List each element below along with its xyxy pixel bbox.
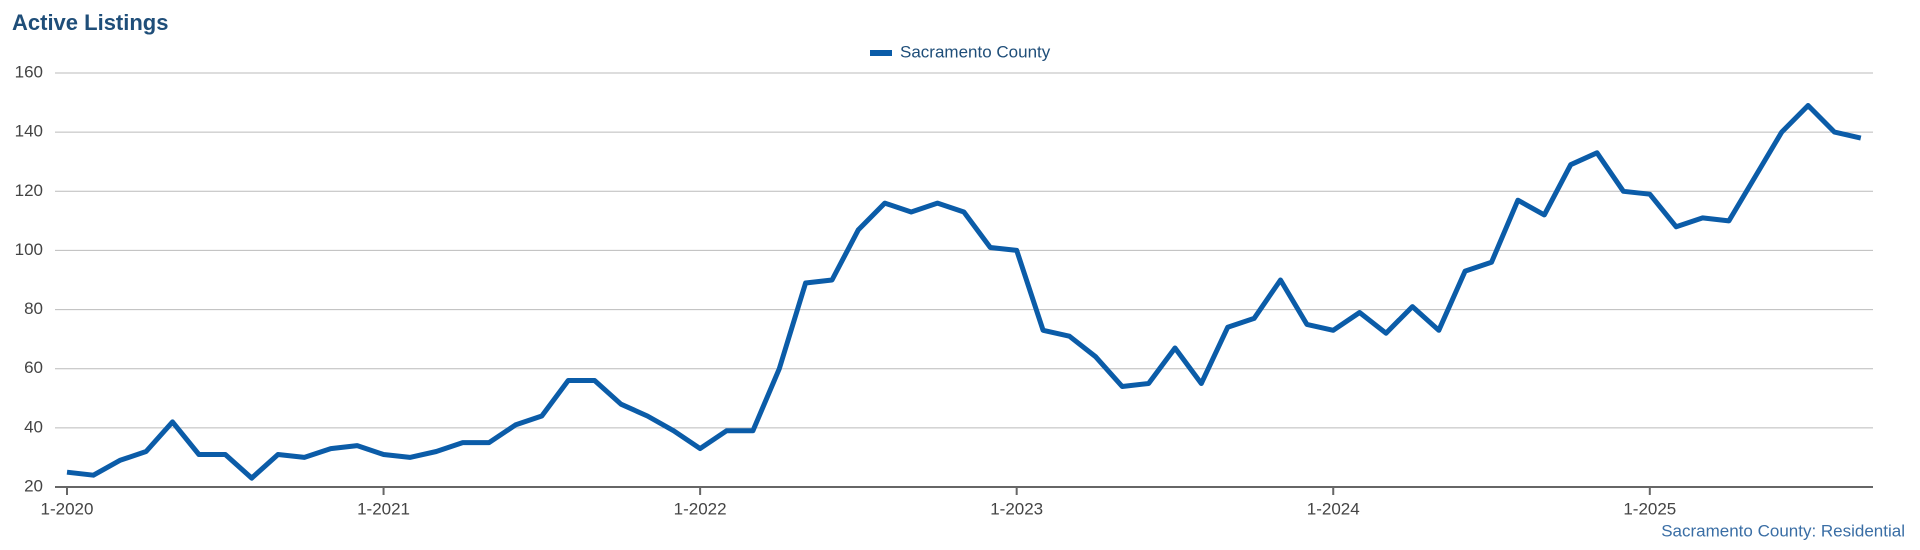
x-tick-label: 1-2024 (1307, 499, 1360, 518)
y-tick-label: 20 (24, 476, 43, 495)
x-tick-label: 1-2021 (357, 499, 410, 518)
x-tick-label: 1-2022 (674, 499, 727, 518)
y-tick-label: 80 (24, 299, 43, 318)
legend-label: Sacramento County (900, 42, 1051, 61)
y-tick-label: 160 (15, 62, 43, 81)
y-tick-label: 140 (15, 122, 43, 141)
y-tick-label: 100 (15, 240, 43, 259)
chart-title: Active Listings (12, 10, 168, 35)
y-tick-label: 60 (24, 358, 43, 377)
legend-swatch (870, 50, 892, 56)
source-note: Sacramento County: Residential (1661, 521, 1905, 540)
y-tick-label: 120 (15, 181, 43, 200)
y-tick-label: 40 (24, 417, 43, 436)
line-series (66, 103, 1862, 481)
x-tick-label: 1-2023 (990, 499, 1043, 518)
x-tick-label: 1-2020 (41, 499, 94, 518)
x-tick-label: 1-2025 (1623, 499, 1676, 518)
